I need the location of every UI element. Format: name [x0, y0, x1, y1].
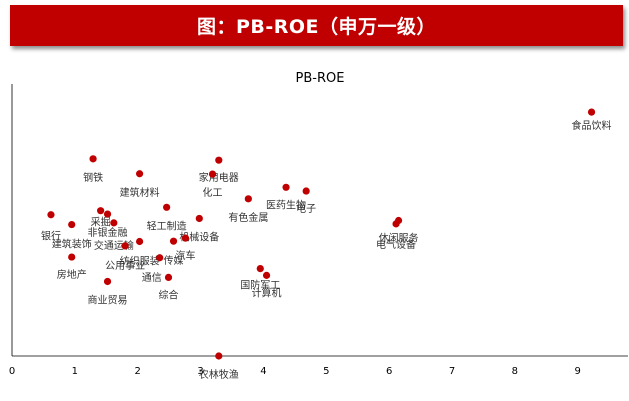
data-point-label: 家用电器	[199, 171, 239, 184]
data-point-label: 建筑装饰	[52, 238, 92, 251]
data-point-label: 建筑材料	[120, 186, 160, 199]
x-tick-label: 1	[72, 366, 78, 377]
data-point	[587, 108, 596, 116]
data-point-label: 非银金融	[88, 226, 128, 239]
header-banner: 图：PB-ROE（申万一级）	[10, 5, 623, 46]
data-point	[136, 170, 144, 178]
x-tick-label: 9	[575, 366, 581, 377]
data-point-label: 采掘	[91, 216, 111, 229]
data-point	[68, 253, 76, 261]
data-point-label: 通信	[142, 272, 162, 284]
x-tick-label: 6	[386, 366, 392, 377]
data-point	[282, 183, 290, 191]
data-point	[181, 234, 190, 242]
data-point	[244, 195, 252, 203]
data-point	[215, 352, 223, 360]
data-point-label: 国防军工	[240, 279, 280, 292]
x-tick-label: 4	[260, 366, 266, 377]
data-point-label: 机械设备	[179, 230, 219, 243]
data-point	[169, 237, 178, 245]
data-point-label: 医药生物	[266, 198, 306, 211]
data-point-label: 纺织服装	[120, 255, 160, 268]
data-point-label: 农林牧渔	[199, 368, 239, 381]
data-point	[215, 156, 223, 164]
data-point-label: 电子	[296, 202, 316, 215]
x-tick-label: 2	[135, 366, 141, 377]
data-point	[47, 211, 55, 219]
data-point	[164, 273, 173, 282]
data-point-label: 有色金属	[228, 211, 268, 224]
data-point	[208, 170, 217, 178]
data-point-label: 轻工制造	[147, 219, 187, 232]
data-point	[195, 214, 203, 223]
data-point-label: 汽车	[175, 249, 195, 262]
data-point	[68, 220, 76, 229]
data-point	[262, 271, 271, 279]
data-point-label: 化工	[203, 186, 223, 199]
data-point	[163, 203, 171, 211]
data-point	[121, 242, 129, 250]
x-tick-label: 3	[197, 366, 203, 377]
data-point	[103, 277, 112, 286]
data-point-label: 钢铁	[83, 171, 103, 184]
data-point	[392, 220, 400, 228]
data-point-label: 计算机	[252, 286, 282, 299]
x-tick-label: 8	[512, 366, 518, 377]
data-point	[103, 210, 112, 218]
data-point	[110, 219, 118, 227]
data-point-label: 电气设备	[376, 238, 416, 251]
data-point	[302, 187, 310, 195]
data-point-label: 商业贸易	[88, 293, 128, 306]
data-point	[136, 237, 144, 246]
x-tick-label: 5	[323, 366, 329, 377]
data-point-label: 公用事业	[105, 259, 145, 272]
chart-title: PB-ROE	[296, 71, 345, 86]
data-point-label: 房地产	[57, 268, 87, 281]
data-point-label: 休闲服务	[379, 232, 419, 245]
data-point	[256, 265, 264, 273]
data-point-label: 银行	[41, 230, 61, 243]
data-point	[97, 207, 105, 215]
data-point	[156, 254, 164, 262]
page-title: 图：PB-ROE（申万一级）	[196, 16, 437, 38]
data-point-label: 综合	[159, 288, 179, 301]
data-point-label: 食品饮料	[572, 119, 612, 132]
data-point-label: 传媒	[164, 255, 184, 267]
data-point	[89, 155, 97, 163]
x-tick-label: 7	[449, 366, 455, 377]
x-tick-label: 0	[9, 366, 15, 377]
